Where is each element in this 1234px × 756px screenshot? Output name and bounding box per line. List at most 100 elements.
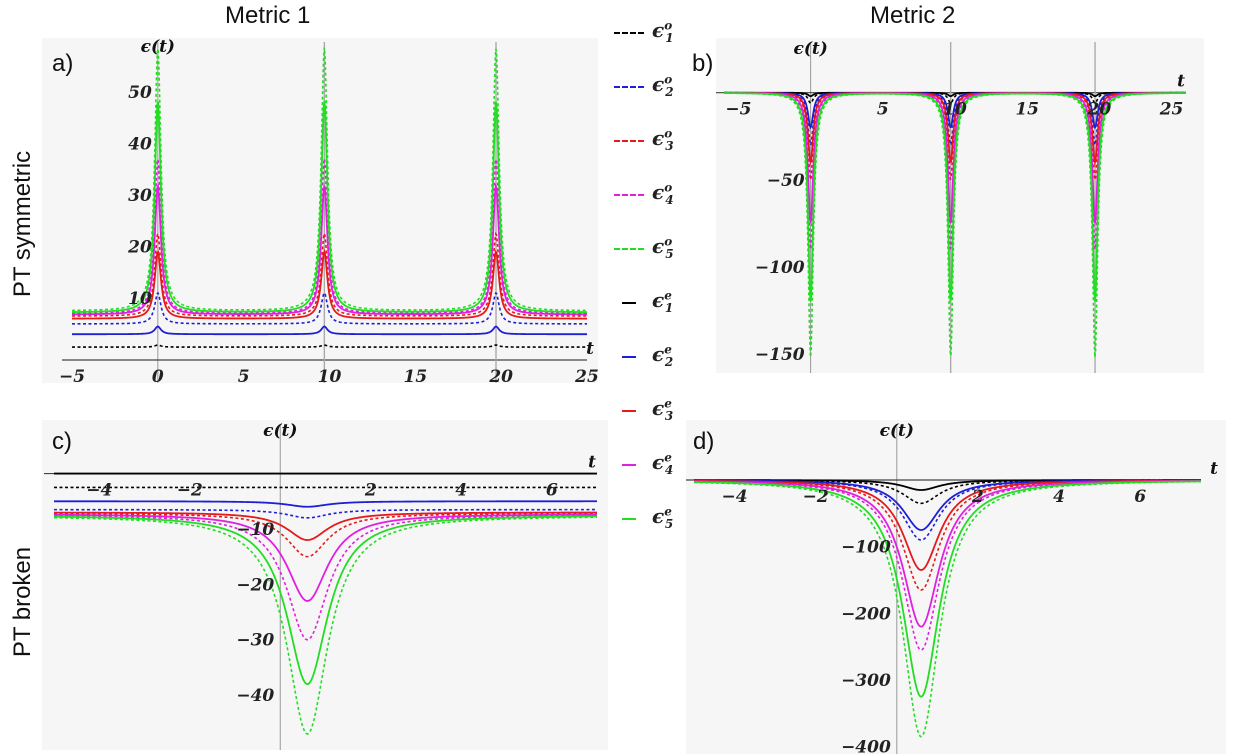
x-tick-label: −4 bbox=[722, 487, 748, 507]
y-tick-label: −100 bbox=[841, 538, 891, 558]
x-tick-label: 25 bbox=[1159, 100, 1184, 120]
y-tick-label: −20 bbox=[236, 575, 274, 595]
legend-swatch bbox=[622, 302, 636, 304]
series-line-4 bbox=[72, 231, 587, 317]
y-tick-label: 20 bbox=[127, 238, 152, 258]
series-line-6 bbox=[53, 513, 597, 602]
series-line-5 bbox=[724, 92, 1186, 181]
panel-label-a: a) bbox=[52, 50, 74, 77]
series-line-2 bbox=[54, 500, 597, 508]
y-tick-label: −50 bbox=[767, 171, 805, 191]
series-line-7 bbox=[693, 480, 1202, 651]
x-tick-label: 15 bbox=[403, 367, 427, 383]
x-axis-title: t bbox=[588, 453, 596, 473]
legend-label: ϵe3 bbox=[652, 396, 674, 423]
legend-entry-o4: ϵo4 bbox=[612, 180, 712, 210]
legend-entry-o3: ϵo3 bbox=[612, 126, 712, 156]
legend-swatch bbox=[622, 518, 636, 520]
legend-swatch bbox=[622, 410, 636, 412]
series-line-6 bbox=[72, 158, 588, 315]
x-tick-label: 10 bbox=[318, 367, 342, 383]
x-axis-title: t bbox=[586, 339, 594, 359]
x-tick-label: −4 bbox=[86, 481, 112, 501]
series-line-0 bbox=[72, 344, 587, 348]
legend-label: ϵe1 bbox=[652, 288, 674, 315]
x-axis-title: t bbox=[1177, 72, 1185, 92]
legend-entry-o5: ϵo5 bbox=[612, 234, 712, 264]
series-line-5 bbox=[72, 182, 587, 316]
x-tick-label: 15 bbox=[1015, 100, 1039, 120]
series-line-4 bbox=[53, 511, 597, 541]
legend-label: ϵo4 bbox=[652, 180, 674, 207]
panel-label-b: b) bbox=[692, 50, 714, 77]
x-tick-label: 2 bbox=[971, 487, 984, 507]
legend-label: ϵe4 bbox=[652, 450, 674, 477]
series-line-5 bbox=[54, 512, 598, 558]
series-line-9 bbox=[724, 92, 1187, 358]
series-line-7 bbox=[53, 514, 598, 641]
x-tick-label: 6 bbox=[1134, 487, 1146, 507]
y-tick-label: −200 bbox=[841, 604, 891, 624]
x-tick-label: −2 bbox=[177, 481, 203, 501]
plot-background bbox=[716, 38, 1204, 373]
series-line-3 bbox=[71, 248, 587, 320]
series-line-7 bbox=[72, 100, 587, 314]
y-axis-title: ϵ(t) bbox=[880, 421, 914, 441]
x-tick-label: 4 bbox=[1053, 487, 1065, 507]
chart-panel-c: −4 −2 2 4 6 −10 −20 −30 −40 ϵ(t) t bbox=[42, 420, 608, 750]
series-line-9 bbox=[693, 480, 1202, 738]
y-tick-label: 40 bbox=[128, 134, 152, 154]
panel-label-d: d) bbox=[693, 428, 715, 455]
legend-label: ϵo1 bbox=[652, 18, 674, 45]
legend: ϵo1 ϵo2 ϵo3 ϵo4 ϵo5 ϵe1 ϵe2 ϵe3 ϵe4 ϵe5 bbox=[612, 18, 712, 618]
series-line-1 bbox=[72, 325, 588, 336]
y-axis-title: ϵ(t) bbox=[263, 421, 297, 441]
plot-background bbox=[686, 420, 1226, 754]
y-tick-label: 50 bbox=[128, 83, 152, 103]
x-tick-label: −5 bbox=[725, 100, 751, 120]
legend-label: ϵo5 bbox=[652, 234, 674, 261]
legend-swatch bbox=[614, 86, 644, 88]
legend-entry-e1: ϵe1 bbox=[612, 288, 712, 318]
x-axis-title: t bbox=[1210, 459, 1218, 479]
series-line-8 bbox=[53, 515, 598, 685]
x-tick-label: 20 bbox=[1087, 100, 1112, 120]
chart-panel-d: −4 −2 2 4 6 −100 −200 −300 −400 ϵ(t) t bbox=[686, 420, 1226, 754]
legend-entry-e2: ϵe2 bbox=[612, 342, 712, 372]
x-tick-label: 10 bbox=[943, 100, 967, 120]
legend-entry-e4: ϵe4 bbox=[612, 450, 712, 480]
plot-background bbox=[42, 420, 608, 750]
chart-panel-b: −5 5 10 15 20 25 −50 −100 −150 ϵ(t) t bbox=[716, 38, 1204, 373]
x-tick-label: 20 bbox=[488, 367, 513, 383]
y-tick-label: −300 bbox=[841, 671, 891, 691]
legend-swatch bbox=[614, 248, 644, 250]
legend-swatch bbox=[614, 32, 644, 34]
legend-swatch bbox=[622, 356, 636, 358]
panel-label-c: c) bbox=[52, 428, 72, 455]
column-header-metric-2: Metric 2 bbox=[870, 2, 956, 29]
x-tick-label: 0 bbox=[152, 367, 164, 383]
legend-label: ϵo2 bbox=[652, 72, 674, 99]
y-axis-title: ϵ(t) bbox=[141, 38, 175, 57]
row-header-pt-symmetric: PT symmetric bbox=[9, 150, 36, 298]
legend-label: ϵo3 bbox=[652, 126, 674, 153]
x-tick-label: 5 bbox=[877, 100, 889, 120]
y-tick-label: 30 bbox=[128, 186, 152, 206]
y-tick-label: −40 bbox=[236, 686, 274, 706]
legend-entry-o2: ϵo2 bbox=[612, 72, 712, 102]
x-tick-label: 2 bbox=[364, 481, 377, 501]
x-tick-label: −5 bbox=[59, 367, 85, 383]
series-line-8 bbox=[724, 92, 1186, 304]
legend-swatch bbox=[614, 140, 644, 142]
y-tick-label: −100 bbox=[755, 258, 805, 278]
y-tick-label: −30 bbox=[236, 631, 274, 651]
legend-swatch bbox=[622, 464, 636, 466]
legend-entry-e3: ϵe3 bbox=[612, 396, 712, 426]
x-tick-label: 4 bbox=[455, 481, 467, 501]
series-line-9 bbox=[53, 516, 598, 735]
x-tick-label: 5 bbox=[238, 367, 250, 383]
chart-panel-a: −5 0 5 10 15 20 25 10 20 30 40 50 ϵ(t) t bbox=[42, 38, 598, 383]
y-tick-label: −400 bbox=[841, 738, 891, 754]
legend-swatch bbox=[614, 194, 644, 196]
series-line-1 bbox=[724, 91, 1186, 105]
